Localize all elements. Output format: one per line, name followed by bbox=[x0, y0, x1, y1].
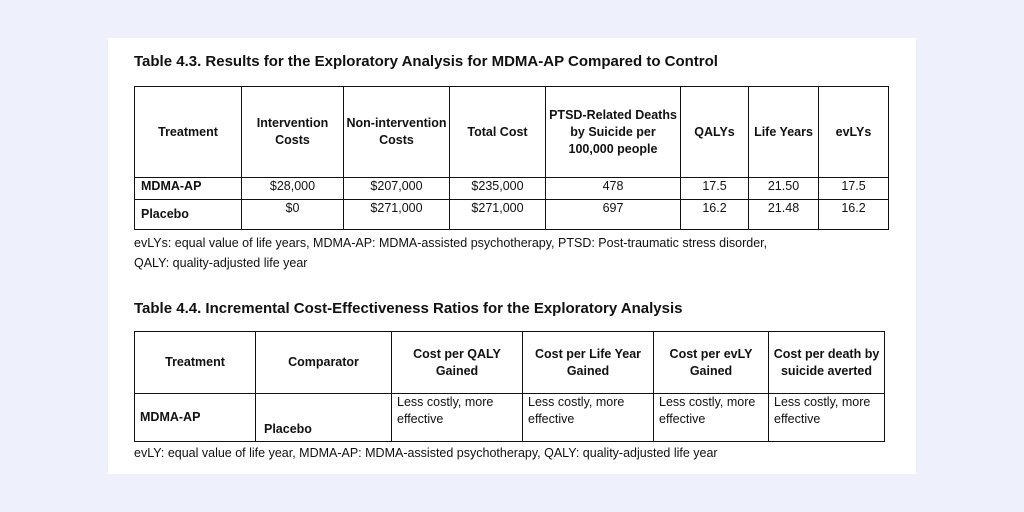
cell-life-years: 21.48 bbox=[748, 199, 819, 230]
cell-evlys: 16.2 bbox=[818, 199, 889, 230]
table-4-3-note-line-2: QALY: quality-adjusted life year bbox=[134, 256, 308, 270]
table-4-4-title: Table 4.4. Incremental Cost-Effectivenes… bbox=[134, 300, 683, 317]
cell-cost-per-death-averted: Less costly, more effective bbox=[768, 393, 885, 442]
cell-non-intervention-costs: $207,000 bbox=[343, 177, 450, 200]
cell-cost-per-qaly: Less costly, more effective bbox=[391, 393, 523, 442]
table-4-4: Treatment Comparator Cost per QALY Gaine… bbox=[134, 331, 885, 442]
cell-treatment: MDMA-AP bbox=[134, 393, 256, 442]
header-ptsd-deaths: PTSD-Related Deaths by Suicide per 100,0… bbox=[545, 86, 681, 178]
table-4-4-header-row: Treatment Comparator Cost per QALY Gaine… bbox=[134, 331, 885, 394]
cell-evlys: 17.5 bbox=[818, 177, 889, 200]
cell-non-intervention-costs: $271,000 bbox=[343, 199, 450, 230]
table-4-4-note: evLY: equal value of life year, MDMA-AP:… bbox=[134, 446, 718, 460]
header-comparator: Comparator bbox=[255, 331, 392, 394]
header-total-cost: Total Cost bbox=[449, 86, 546, 178]
table-4-3-title: Table 4.3. Results for the Exploratory A… bbox=[134, 53, 718, 70]
cell-cost-per-life-year: Less costly, more effective bbox=[522, 393, 654, 442]
cell-total-cost: $271,000 bbox=[449, 199, 546, 230]
header-cost-per-qaly: Cost per QALY Gained bbox=[391, 331, 523, 394]
cell-life-years: 21.50 bbox=[748, 177, 819, 200]
cell-intervention-costs: $28,000 bbox=[241, 177, 344, 200]
header-cost-per-life-year: Cost per Life Year Gained bbox=[522, 331, 654, 394]
table-row: Placebo $0 $271,000 $271,000 697 16.2 21… bbox=[134, 199, 889, 230]
cell-comparator: Placebo bbox=[255, 393, 392, 442]
header-treatment: Treatment bbox=[134, 86, 242, 178]
header-treatment: Treatment bbox=[134, 331, 256, 394]
table-4-3-note-line-1: evLYs: equal value of life years, MDMA-A… bbox=[134, 236, 768, 250]
cell-cost-per-evly: Less costly, more effective bbox=[653, 393, 769, 442]
header-cost-per-death-averted: Cost per death by suicide averted bbox=[768, 331, 885, 394]
cell-ptsd-deaths: 478 bbox=[545, 177, 681, 200]
cell-ptsd-deaths: 697 bbox=[545, 199, 681, 230]
cell-treatment: Placebo bbox=[134, 199, 242, 230]
cell-total-cost: $235,000 bbox=[449, 177, 546, 200]
table-row: MDMA-AP Placebo Less costly, more effect… bbox=[134, 393, 885, 442]
cell-qalys: 17.5 bbox=[680, 177, 749, 200]
header-cost-per-evly: Cost per evLY Gained bbox=[653, 331, 769, 394]
header-intervention-costs: Intervention Costs bbox=[241, 86, 344, 178]
cell-qalys: 16.2 bbox=[680, 199, 749, 230]
document-card: Table 4.3. Results for the Exploratory A… bbox=[108, 38, 916, 474]
header-non-intervention-costs: Non-intervention Costs bbox=[343, 86, 450, 178]
cell-intervention-costs: $0 bbox=[241, 199, 344, 230]
header-evlys: evLYs bbox=[818, 86, 889, 178]
table-4-3-header-row: Treatment Intervention Costs Non-interve… bbox=[134, 86, 889, 178]
table-row: MDMA-AP $28,000 $207,000 $235,000 478 17… bbox=[134, 177, 889, 200]
table-4-3: Treatment Intervention Costs Non-interve… bbox=[134, 86, 889, 230]
header-qalys: QALYs bbox=[680, 86, 749, 178]
header-life-years: Life Years bbox=[748, 86, 819, 178]
cell-treatment: MDMA-AP bbox=[134, 177, 242, 200]
